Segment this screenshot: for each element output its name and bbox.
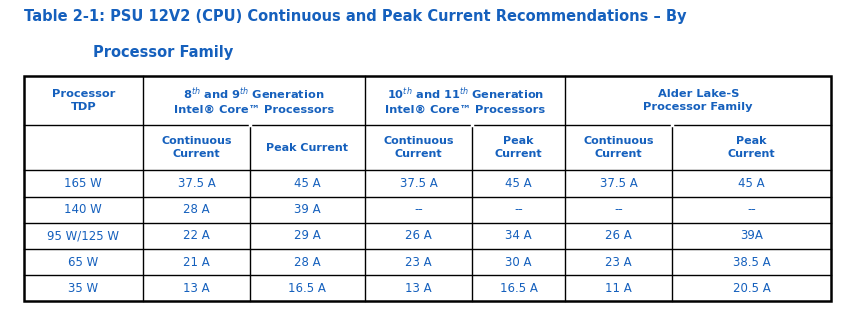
Text: Continuous
Current: Continuous Current — [584, 137, 654, 159]
Text: 28 A: 28 A — [183, 203, 210, 216]
Bar — [24, 76, 831, 301]
Text: 16.5 A: 16.5 A — [499, 282, 537, 295]
Text: 39 A: 39 A — [294, 203, 321, 216]
Text: 28 A: 28 A — [294, 256, 321, 269]
Text: 23 A: 23 A — [605, 256, 632, 269]
Text: Processor Family: Processor Family — [93, 45, 233, 60]
Text: 37.5 A: 37.5 A — [178, 177, 216, 190]
Text: 26 A: 26 A — [605, 229, 632, 242]
Text: 10$^{th}$ and 11$^{th}$ Generation
Intel® Core™ Processors: 10$^{th}$ and 11$^{th}$ Generation Intel… — [385, 86, 546, 115]
Text: 37.5 A: 37.5 A — [600, 177, 637, 190]
Text: Continuous
Current: Continuous Current — [383, 137, 454, 159]
Text: --: -- — [615, 203, 623, 216]
Text: 45 A: 45 A — [738, 177, 765, 190]
Text: --: -- — [414, 203, 423, 216]
Text: Alder Lake-S
Processor Family: Alder Lake-S Processor Family — [643, 89, 753, 112]
Text: 16.5 A: 16.5 A — [289, 282, 327, 295]
Text: 45 A: 45 A — [294, 177, 321, 190]
Text: 165 W: 165 W — [65, 177, 102, 190]
Text: 35 W: 35 W — [68, 282, 99, 295]
Text: 65 W: 65 W — [68, 256, 99, 269]
Text: Peak Current: Peak Current — [266, 143, 349, 153]
Text: 21 A: 21 A — [183, 256, 210, 269]
Text: Peak
Current: Peak Current — [727, 137, 775, 159]
Text: 38.5 A: 38.5 A — [733, 256, 770, 269]
Text: Processor
TDP: Processor TDP — [51, 89, 115, 112]
Text: Table 2-1: PSU 12V2 (CPU) Continuous and Peak Current Recommendations – By: Table 2-1: PSU 12V2 (CPU) Continuous and… — [24, 9, 686, 24]
Text: 30 A: 30 A — [505, 256, 532, 269]
Text: --: -- — [514, 203, 523, 216]
Text: 95 W/125 W: 95 W/125 W — [47, 229, 120, 242]
Text: 34 A: 34 A — [505, 229, 532, 242]
Text: 37.5 A: 37.5 A — [400, 177, 437, 190]
Text: 45 A: 45 A — [505, 177, 532, 190]
Text: 39A: 39A — [740, 229, 763, 242]
Text: 13 A: 13 A — [183, 282, 210, 295]
Text: 8$^{th}$ and 9$^{th}$ Generation
Intel® Core™ Processors: 8$^{th}$ and 9$^{th}$ Generation Intel® … — [174, 86, 334, 115]
Text: 26 A: 26 A — [405, 229, 432, 242]
Text: 11 A: 11 A — [605, 282, 632, 295]
Text: 140 W: 140 W — [65, 203, 102, 216]
Text: 22 A: 22 A — [183, 229, 210, 242]
Text: Continuous
Current: Continuous Current — [161, 137, 232, 159]
Text: Peak
Current: Peak Current — [495, 137, 542, 159]
Text: --: -- — [747, 203, 756, 216]
Text: 13 A: 13 A — [405, 282, 432, 295]
Text: 23 A: 23 A — [405, 256, 432, 269]
Text: 29 A: 29 A — [294, 229, 321, 242]
Text: 20.5 A: 20.5 A — [733, 282, 770, 295]
